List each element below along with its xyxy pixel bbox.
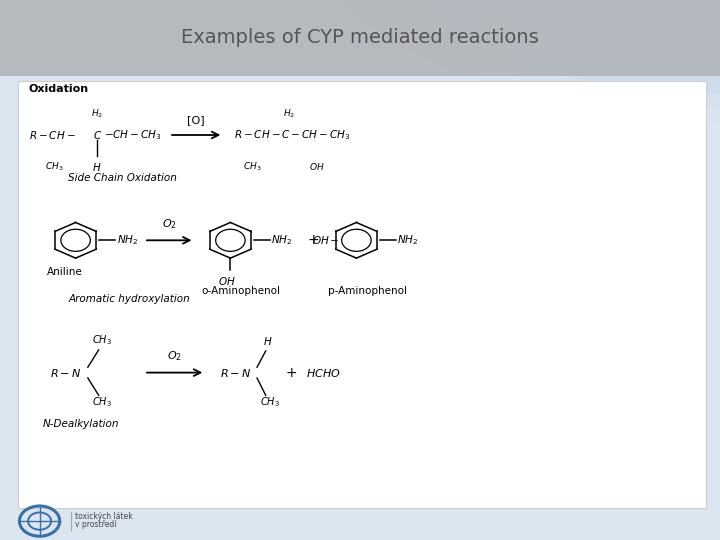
Text: $H$: $H$	[92, 161, 102, 173]
Text: $CH_3$: $CH_3$	[45, 161, 63, 173]
Text: $OH$: $OH$	[218, 275, 235, 287]
Text: v prostředí: v prostředí	[75, 521, 117, 529]
Text: $H_2$: $H_2$	[91, 107, 103, 120]
Text: +: +	[286, 366, 297, 380]
Text: o-Aminophenol: o-Aminophenol	[202, 286, 281, 296]
Text: $OH-$: $OH-$	[312, 234, 339, 246]
FancyBboxPatch shape	[0, 0, 720, 76]
Text: p-Aminophenol: p-Aminophenol	[328, 286, 407, 296]
Text: $C$: $C$	[93, 129, 102, 141]
Text: toxických látek: toxických látek	[75, 512, 132, 521]
Text: +: +	[307, 233, 319, 247]
Text: $H$: $H$	[263, 334, 273, 347]
Text: Side Chain Oxidation: Side Chain Oxidation	[68, 173, 177, 183]
Text: $R-CH-C-CH-CH_3$: $R-CH-C-CH-CH_3$	[234, 128, 351, 142]
FancyBboxPatch shape	[18, 81, 706, 508]
Text: Examples of CYP mediated reactions: Examples of CYP mediated reactions	[181, 28, 539, 48]
Text: $CH_3$: $CH_3$	[260, 395, 280, 409]
Text: Oxidation: Oxidation	[29, 84, 89, 94]
Text: $CH_3$: $CH_3$	[243, 161, 261, 173]
Text: $OH$: $OH$	[309, 161, 325, 172]
Text: $R-CH-$: $R-CH-$	[29, 129, 76, 141]
Text: $O_2$: $O_2$	[162, 217, 176, 231]
Text: Aromatic hydroxylation: Aromatic hydroxylation	[68, 294, 190, 305]
Text: Aniline: Aniline	[47, 267, 83, 278]
Text: $R-N$: $R-N$	[220, 367, 251, 379]
Text: $NH_2$: $NH_2$	[271, 233, 293, 247]
Text: $O_2$: $O_2$	[167, 349, 182, 363]
Text: $CH_3$: $CH_3$	[92, 395, 112, 409]
Text: $-CH-CH_3$: $-CH-CH_3$	[104, 128, 162, 142]
Text: $NH_2$: $NH_2$	[117, 233, 138, 247]
Text: [O]: [O]	[187, 115, 205, 125]
Ellipse shape	[332, 0, 720, 123]
Text: $H_2$: $H_2$	[284, 107, 295, 120]
Text: $CH_3$: $CH_3$	[92, 333, 112, 347]
Text: $NH_2$: $NH_2$	[397, 233, 419, 247]
Text: N-Dealkylation: N-Dealkylation	[43, 418, 120, 429]
Text: $HCHO$: $HCHO$	[306, 367, 341, 379]
Ellipse shape	[367, 0, 720, 109]
Ellipse shape	[402, 0, 720, 94]
Text: $R-N$: $R-N$	[50, 367, 82, 379]
